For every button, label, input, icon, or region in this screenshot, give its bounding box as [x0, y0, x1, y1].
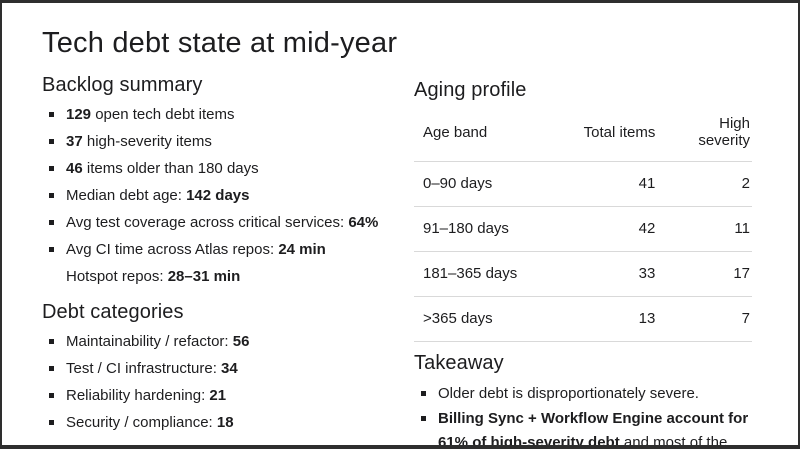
bullet-square-icon [49, 247, 54, 252]
item-bold-text: 37 [66, 133, 83, 150]
item-bold-text: 46 [66, 160, 83, 177]
item-text: Reliability hardening: [66, 387, 210, 404]
table-row: 0–90 days 41 2 [414, 161, 752, 207]
item-bold-text: 24 min [278, 241, 326, 258]
table-header-row: Age band Total items High severity [414, 115, 752, 162]
item-bold-text: 21 [209, 387, 227, 404]
cell-total-items: 42 [569, 206, 658, 252]
list-item: 46 items older than 180 days [42, 160, 404, 178]
cell-total-items: 13 [569, 296, 658, 342]
item-text: Avg CI time across Atlas repos: [66, 241, 279, 258]
cell-age-band: 0–90 days [414, 161, 570, 207]
item-text: open tech debt items [91, 106, 235, 123]
column-header-age-band: Age band [414, 115, 570, 162]
list-item: Test / CI infrastructure: 34 [42, 360, 404, 378]
bullet-square-icon [421, 416, 426, 421]
item-bold-text: 18 [216, 414, 234, 431]
debt-categories-heading: Debt categories [42, 301, 184, 323]
bullet-square-icon [49, 339, 54, 344]
backlog-summary-heading: Backlog summary [42, 74, 203, 96]
bullet-square-icon [49, 139, 54, 144]
item-text: Hotspot repos: [66, 268, 168, 285]
aging-profile-table: Age band Total items High severity 0–90 … [414, 115, 752, 342]
cell-high-severity: 7 [657, 296, 752, 342]
bullet-square-icon [49, 166, 54, 171]
list-item: Billing Sync + Workflow Engine account f… [414, 407, 760, 445]
table-row: 91–180 days 42 11 [414, 206, 752, 252]
list-item: Avg test coverage across critical servic… [42, 214, 404, 232]
list-item: Security / compliance: 18 [42, 414, 404, 432]
bullet-square-icon [49, 420, 54, 425]
item-text: and most of the slowest build/test paths… [623, 434, 728, 445]
aging-profile-heading: Aging profile [414, 79, 527, 101]
item-text: Security / compliance: [66, 414, 217, 431]
item-bold-text: 56 [232, 333, 250, 350]
takeaway-heading: Takeaway [414, 352, 504, 374]
cell-high-severity: 11 [657, 206, 752, 252]
item-text: Avg test coverage across critical servic… [66, 214, 349, 231]
left-column: Backlog summary 129 open tech debt items… [42, 74, 404, 441]
list-item: 129 open tech debt items [42, 106, 404, 124]
column-header-high-severity: High severity [657, 115, 752, 162]
item-bold-text: 34 [221, 360, 238, 377]
item-text: high-severity items [82, 133, 212, 150]
item-text: Median debt age: [66, 187, 187, 204]
cell-total-items: 41 [569, 161, 658, 207]
list-item-continuation: Hotspot repos: 28–31 min [42, 268, 404, 286]
bullet-square-icon [49, 193, 54, 198]
item-text: Test / CI infrastructure: [66, 360, 222, 377]
right-column: Aging profile Age band Total items High … [414, 79, 760, 445]
cell-age-band: 181–365 days [414, 251, 570, 297]
bullet-square-icon [49, 112, 54, 117]
list-item: Avg CI time across Atlas repos: 24 min [42, 241, 404, 259]
list-item: Older debt is disproportionately severe. [414, 382, 760, 406]
bullet-square-icon [421, 391, 426, 396]
item-bold-text: 142 days [186, 187, 250, 204]
page-title: Tech debt state at mid-year [42, 27, 398, 59]
item-bold-text: 28–31 min [167, 268, 241, 285]
item-bold-text: Billing Sync + Workflow Engine account f… [438, 410, 749, 445]
cell-high-severity: 17 [657, 251, 752, 297]
debt-categories-list: Maintainability / refactor: 56 Test / CI… [42, 333, 404, 432]
cell-age-band: >365 days [414, 296, 570, 342]
list-item: 37 high-severity items [42, 133, 404, 151]
item-bold-text: 64% [348, 214, 379, 231]
item-text: items older than 180 days [82, 160, 259, 177]
table-row: 181–365 days 33 17 [414, 251, 752, 297]
cell-total-items: 33 [569, 251, 658, 297]
list-item: Reliability hardening: 21 [42, 387, 404, 405]
takeaway-list: Older debt is disproportionately severe.… [414, 382, 760, 445]
bullet-square-icon [49, 366, 54, 371]
slide-canvas: Tech debt state at mid-year Backlog summ… [2, 3, 798, 445]
cell-high-severity: 2 [657, 161, 752, 207]
item-text: Maintainability / refactor: [66, 333, 233, 350]
cell-age-band: 91–180 days [414, 206, 570, 252]
column-header-total-items: Total items [569, 115, 658, 162]
item-text: Older debt is disproportionately severe. [438, 385, 699, 402]
bullet-square-icon [49, 220, 54, 225]
table-row: >365 days 13 7 [414, 296, 752, 342]
list-item: Median debt age: 142 days [42, 187, 404, 205]
backlog-summary-list: 129 open tech debt items 37 high-severit… [42, 106, 404, 286]
bullet-square-icon [49, 393, 54, 398]
item-bold-text: 129 [66, 106, 92, 123]
list-item: Maintainability / refactor: 56 [42, 333, 404, 351]
